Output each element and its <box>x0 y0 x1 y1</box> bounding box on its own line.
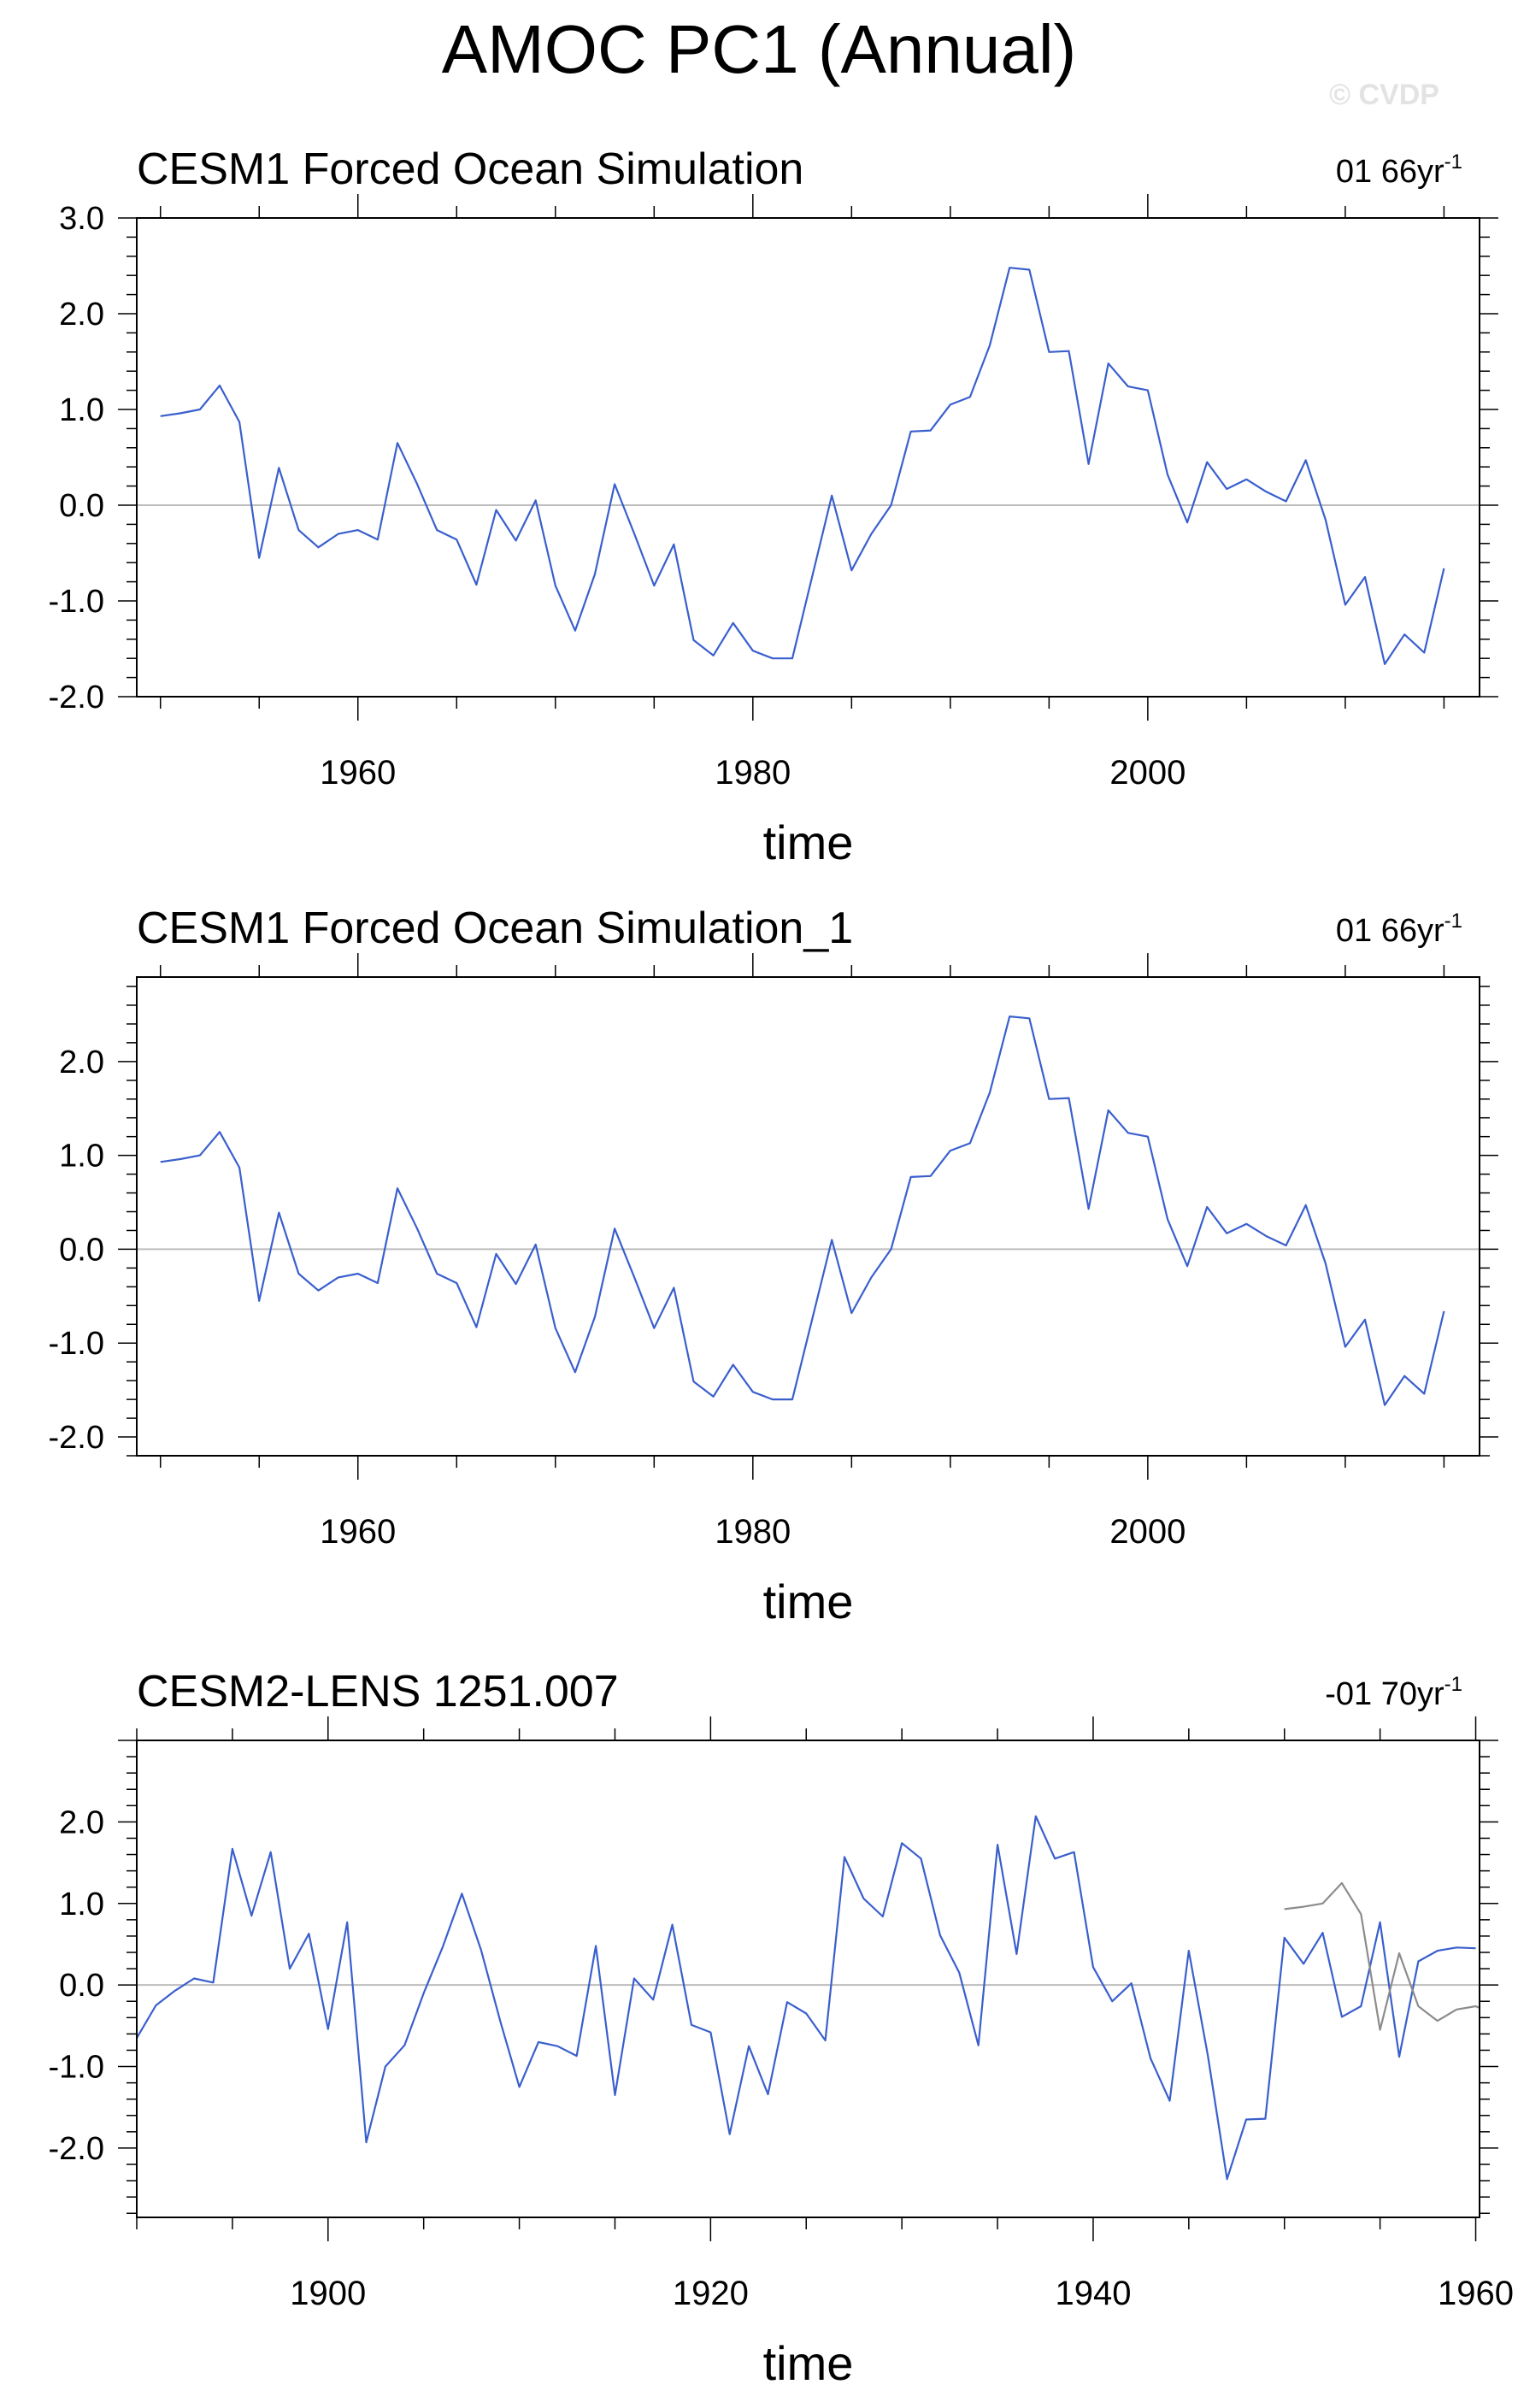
trend-label: 01 66yr-1 <box>1336 910 1462 949</box>
series-line-observations <box>1284 1881 1480 2031</box>
series-line-pc1 <box>160 1015 1445 1406</box>
y-tick-label: -2.0 <box>49 680 104 715</box>
x-axis-title: time <box>763 2336 854 2390</box>
y-tick-label: 1.0 <box>59 392 104 428</box>
plot-frame <box>136 217 1480 698</box>
x-axis-title: time <box>763 815 854 869</box>
watermark: © CVDP <box>1329 79 1439 111</box>
y-tick-label: 1.0 <box>59 1139 104 1175</box>
x-tick-label: 1920 <box>673 2275 749 2312</box>
x-tick-label: 1960 <box>320 754 396 792</box>
plot-frame <box>136 976 1480 1457</box>
x-tick-label: 2000 <box>1109 1513 1186 1551</box>
x-tick-label: 1980 <box>715 1513 791 1551</box>
panel-title: CESM2-LENS 1251.007 <box>137 1667 619 1716</box>
y-tick-label: 3.0 <box>59 201 104 237</box>
y-tick-label: -1.0 <box>49 584 104 620</box>
y-tick-label: 1.0 <box>59 1887 104 1922</box>
series-line-pc1 <box>137 1815 1476 2181</box>
trend-value: 01 66yr <box>1336 913 1444 949</box>
panel-cesm2-lens: CESM2-LENS 1251.007 -01 70yr-1 -2.0 -1.0 0.0… <box>49 1667 1515 2390</box>
trend-value: -01 70yr <box>1325 1676 1444 1712</box>
page-title: AMOC PC1 (Annual) <box>441 11 1077 87</box>
panel-title: CESM1 Forced Ocean Simulation_1 <box>137 904 853 953</box>
trend-exponent: -1 <box>1444 1673 1462 1696</box>
trend-label: 01 66yr-1 <box>1336 150 1462 190</box>
y-tick-label: -1.0 <box>49 2050 104 2086</box>
x-axis-title: time <box>763 1575 854 1628</box>
trend-value: 01 66yr <box>1336 154 1444 190</box>
panel-cesm1-forced-ocean-1: CESM1 Forced Ocean Simulation_1 01 66yr-1… <box>49 904 1498 1628</box>
x-tick-label: 1940 <box>1055 2275 1131 2312</box>
panel-title: CESM1 Forced Ocean Simulation <box>137 144 803 194</box>
y-tick-label: 2.0 <box>59 1045 104 1080</box>
panel-cesm1-forced-ocean: CESM1 Forced Ocean Simulation 01 66yr-1 -2… <box>49 144 1498 869</box>
x-tick-label: 1900 <box>290 2275 366 2312</box>
x-tick-label: 1980 <box>715 754 791 792</box>
trend-exponent: -1 <box>1444 150 1462 174</box>
x-tick-label: 2000 <box>1109 754 1186 792</box>
y-tick-label: -1.0 <box>49 1326 104 1362</box>
y-tick-label: 0.0 <box>59 1232 104 1268</box>
y-tick-label: 2.0 <box>59 1805 104 1840</box>
x-tick-label: 1960 <box>1438 2275 1514 2312</box>
x-tick-label: 1960 <box>320 1513 396 1551</box>
y-tick-label: -2.0 <box>49 1420 104 1456</box>
trend-exponent: -1 <box>1444 910 1462 933</box>
y-tick-label: 0.0 <box>59 1968 104 2004</box>
y-tick-label: -2.0 <box>49 2131 104 2167</box>
y-tick-label: 0.0 <box>59 488 104 524</box>
series-line-pc1 <box>160 267 1445 666</box>
plot-frame <box>136 1740 1480 2218</box>
y-tick-label: 2.0 <box>59 297 104 333</box>
trend-label: -01 70yr-1 <box>1325 1673 1462 1712</box>
